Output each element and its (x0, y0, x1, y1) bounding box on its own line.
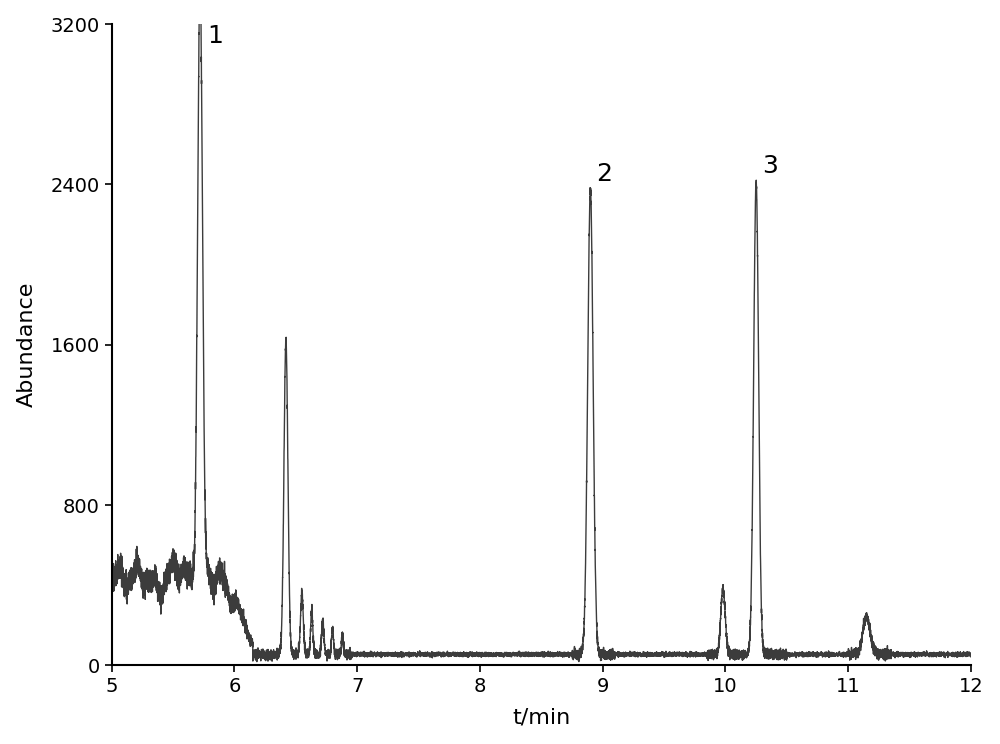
X-axis label: t/min: t/min (512, 708, 570, 728)
Text: 1: 1 (207, 25, 223, 48)
Text: 2: 2 (597, 162, 613, 187)
Y-axis label: Abundance: Abundance (17, 282, 37, 408)
Text: 3: 3 (762, 155, 778, 179)
